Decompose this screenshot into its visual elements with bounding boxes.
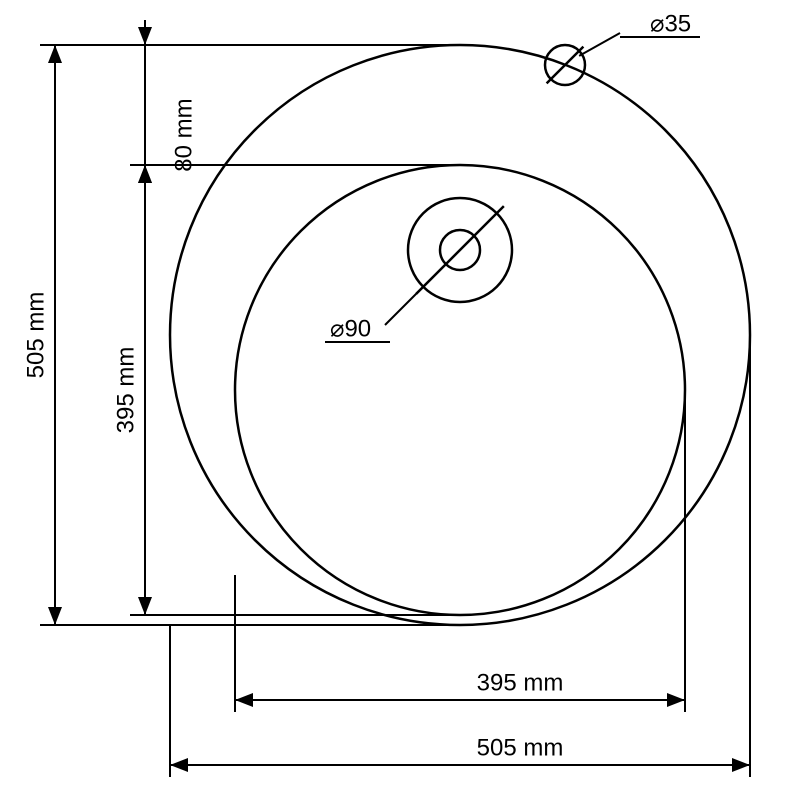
label-drain: ⌀90 [330,315,371,342]
dim-v-gap: 80 mm [170,98,197,171]
sink-outline [170,45,750,625]
dimensions: 505 mm 395 mm 80 mm 395 mm 505 mm ⌀35 ⌀90 [22,10,750,777]
dim-h-inner: 395 mm [477,669,564,696]
label-tap-hole: ⌀35 [650,10,691,37]
dim-v-inner: 395 mm [112,347,139,434]
dim-h-outer: 505 mm [477,734,564,761]
dim-v-outer: 505 mm [22,292,49,379]
